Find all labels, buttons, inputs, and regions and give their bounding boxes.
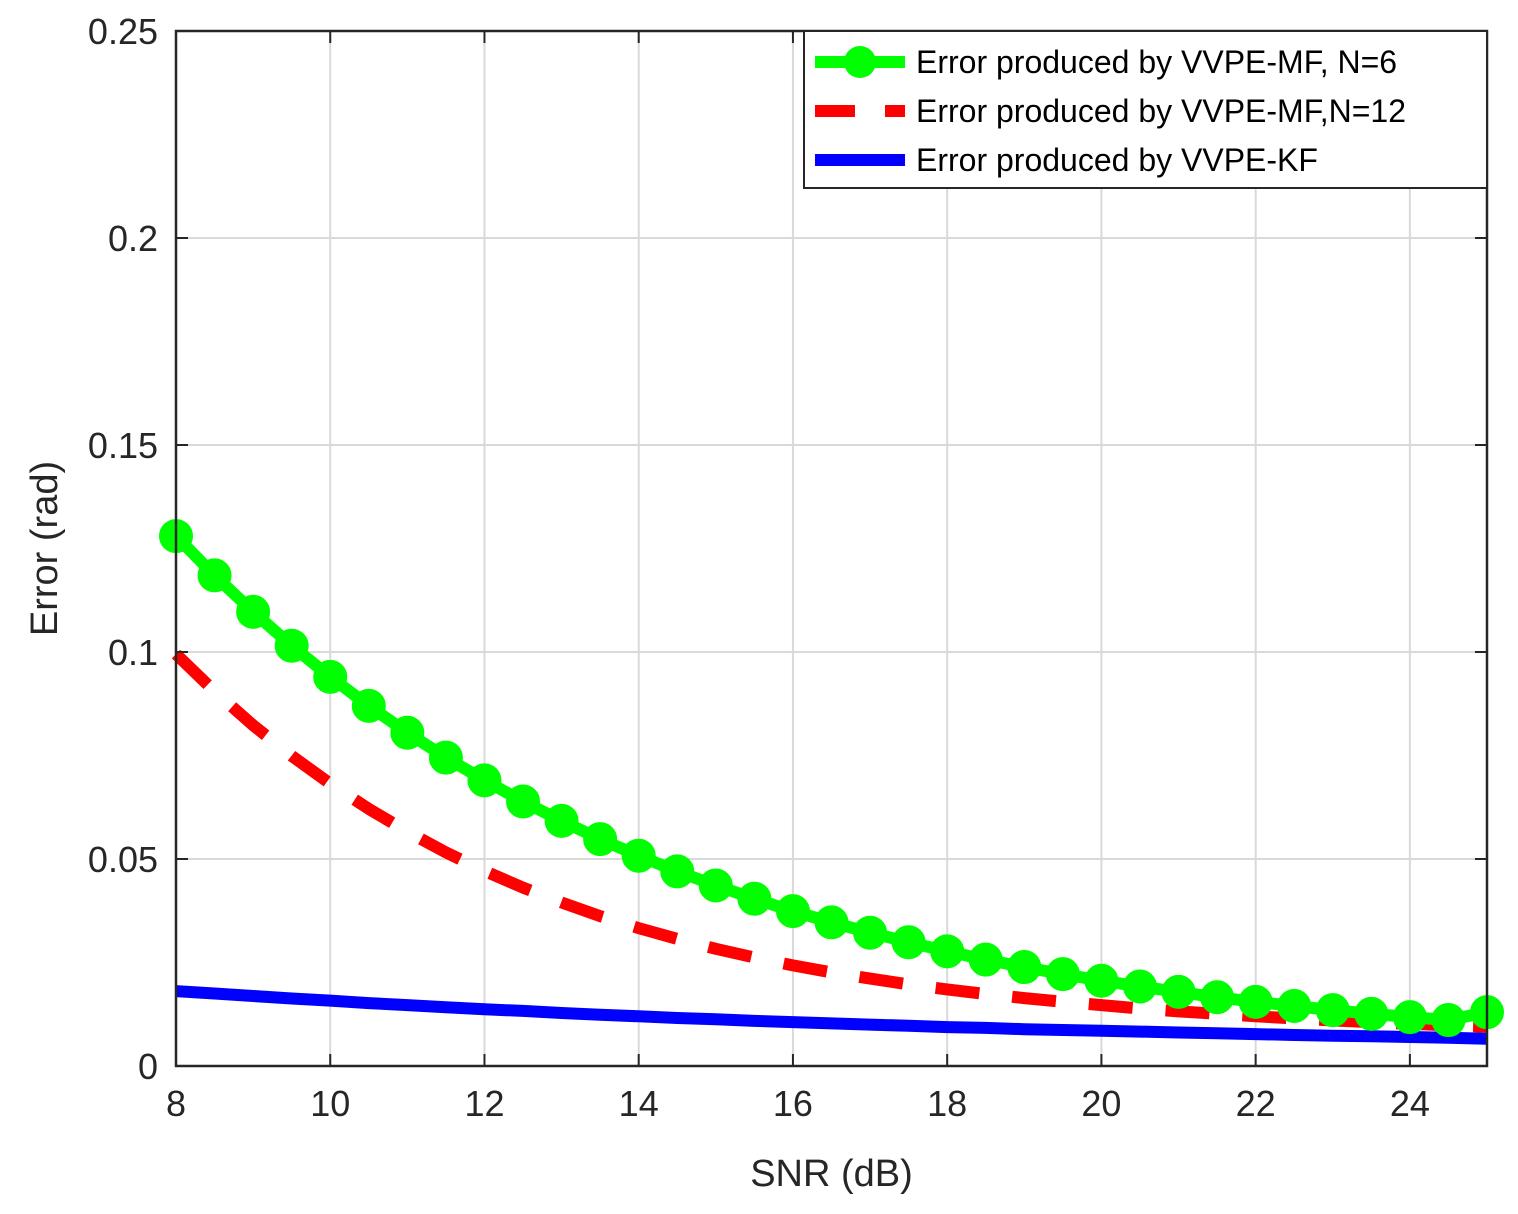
x-axis-label: SNR (dB) (750, 1153, 913, 1195)
series-point (1045, 957, 1080, 992)
legend-label-vvpe-mf-n12: Error produced by VVPE-MF,N=12 (916, 93, 1406, 129)
series-point (891, 925, 926, 960)
series-point (428, 740, 463, 775)
y-tick-label: 0.15 (88, 425, 158, 466)
series-point (506, 784, 541, 819)
series-point (1238, 984, 1273, 1019)
y-tick-label: 0 (138, 1046, 158, 1087)
series-point (660, 854, 695, 889)
series-point (1161, 974, 1196, 1009)
series-point (390, 715, 425, 750)
y-tick-label: 0.1 (108, 632, 158, 673)
series-point (197, 558, 232, 593)
series-point (274, 628, 309, 663)
grid (176, 31, 1487, 1066)
series-line (171, 649, 1488, 1033)
x-tick-label: 12 (464, 1083, 504, 1124)
y-tick-label: 0.05 (88, 839, 158, 880)
series-point (853, 915, 888, 950)
series-point (621, 838, 656, 873)
legend-box (803, 30, 1488, 189)
series-point (544, 803, 579, 838)
series-point (351, 688, 386, 723)
x-tick-label: 18 (927, 1083, 967, 1124)
series-point (968, 942, 1003, 977)
x-tick-label: 10 (310, 1083, 350, 1124)
x-tick-label: 22 (1236, 1083, 1276, 1124)
series-line (175, 985, 1488, 1045)
series-point (467, 763, 502, 798)
series-point (1315, 993, 1350, 1028)
y-tick-label: 0.25 (88, 11, 158, 52)
series-point (236, 594, 271, 629)
x-tick-label: 20 (1081, 1083, 1121, 1124)
legend-marker-vvpe-mf-n6 (844, 46, 876, 78)
series-point (1200, 980, 1235, 1015)
y-tick-label: 0.2 (108, 218, 158, 259)
series-point (583, 822, 618, 857)
plot-area (176, 31, 1487, 1066)
series-point (698, 868, 733, 903)
series-point (1431, 1003, 1466, 1038)
y-axis-label: Error (rad) (24, 461, 66, 636)
legend-label-vvpe-kf: Error produced by VVPE-KF (916, 142, 1318, 178)
x-tick-label: 14 (619, 1083, 659, 1124)
series-point (930, 934, 965, 969)
legend-label-vvpe-mf-n6: Error produced by VVPE-MF, N=6 (916, 44, 1397, 80)
x-tick-label: 24 (1390, 1083, 1430, 1124)
series-point (814, 905, 849, 940)
series-point (1392, 1000, 1427, 1035)
series-point (1354, 996, 1389, 1031)
x-tick-label: 16 (773, 1083, 813, 1124)
series-point (1277, 988, 1312, 1023)
series-point (1084, 963, 1119, 998)
series-point (1007, 950, 1042, 985)
series-point (313, 659, 348, 694)
series-point (737, 881, 772, 916)
x-tick-label: 8 (166, 1083, 186, 1124)
ticks: 8 10 12 14 16 18 20 22 24 0 0.05 0.1 0.15 0.2 0.25 (88, 11, 1487, 1124)
series-point (1122, 969, 1157, 1004)
series-point (775, 894, 810, 929)
legend: Error produced by VVPE-MF, N=6 Error pro… (803, 30, 1488, 189)
